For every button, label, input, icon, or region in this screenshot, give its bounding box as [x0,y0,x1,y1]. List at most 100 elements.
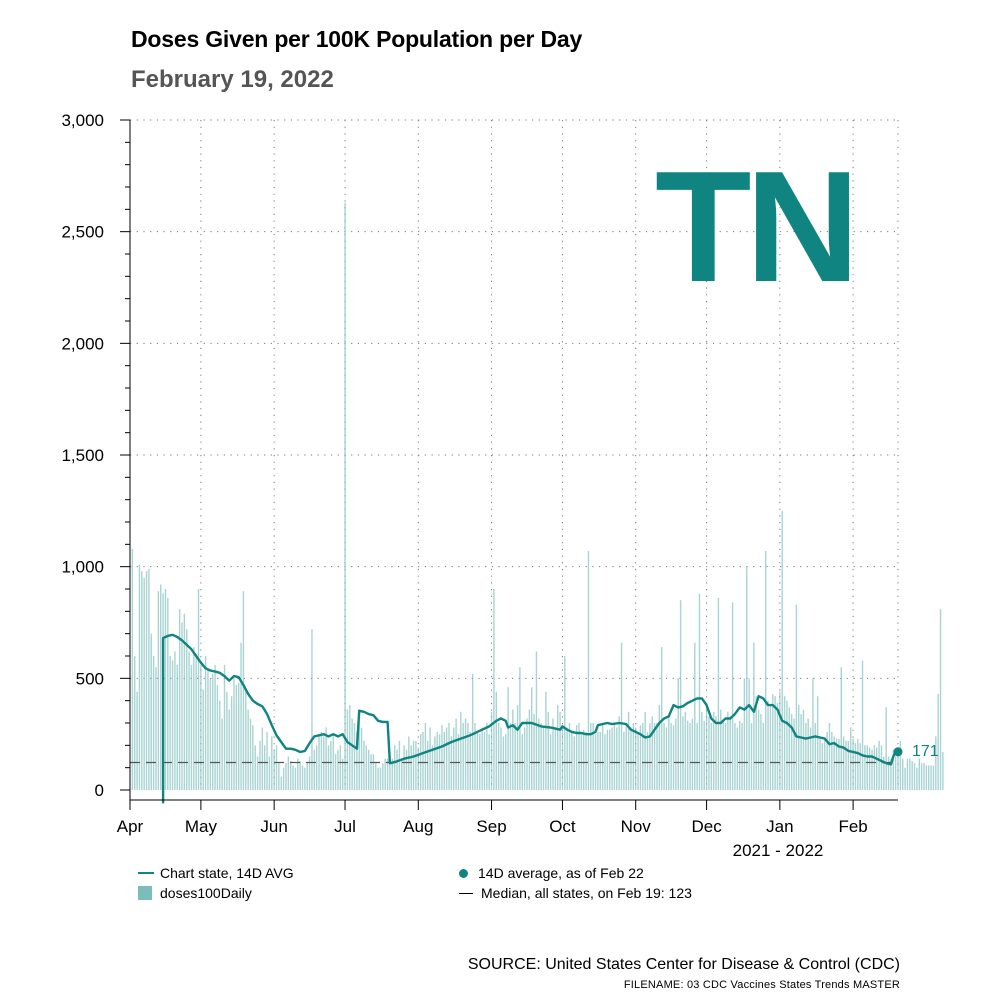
bar [434,736,436,790]
bar [401,758,403,790]
bar [587,551,590,790]
bar [358,718,360,790]
y-tick-label: 3,000 [61,111,104,130]
bar [932,765,935,790]
bar [790,714,793,790]
bar [301,765,304,790]
bar [370,754,372,790]
x-tick-label: Aug [403,817,433,836]
bar [583,729,585,790]
bar [911,760,913,790]
bar [483,731,486,790]
bar [781,510,783,790]
y-tick-label: 1,000 [61,558,104,577]
bar [299,760,301,790]
bar [320,731,323,790]
x-tick-label: Dec [691,817,722,836]
legend-label-bars: doses100Daily [160,885,252,901]
bar [490,711,493,790]
bar [575,725,578,790]
bar [261,727,264,790]
bar [897,754,899,790]
bar [568,723,571,790]
bar [471,673,474,790]
bar [816,696,819,790]
bar [353,723,356,790]
bar [913,763,916,790]
bar [164,589,167,790]
bar [176,664,178,790]
bar [909,758,911,790]
bar [833,736,835,790]
bar [590,723,592,790]
bar [417,747,420,790]
bar [708,716,710,790]
bar [812,678,814,790]
bar [935,736,937,790]
bar [753,642,755,790]
axes: 0 500 1,000 1,500 2,000 2,500 3,000 Apr May Jun Ju… [61,111,898,836]
bar [850,727,852,790]
bar [623,731,625,790]
bar [876,747,878,790]
legend-item-latest: 14D average, as of Feb 22 [459,865,644,881]
bar [311,629,313,790]
bar [533,714,535,790]
bar [786,700,788,790]
bar [630,727,632,790]
bar [722,720,724,790]
bar [847,740,850,790]
bar [523,727,526,790]
bar [453,727,455,790]
bar [651,716,653,790]
bar [202,689,204,790]
bar [474,723,476,790]
bar [131,548,134,790]
bar [942,752,944,790]
bar [240,642,242,790]
bar [809,727,812,790]
bar [448,723,450,790]
bar [148,568,150,790]
avg-line-layer [161,633,903,804]
bar [653,723,656,790]
bar [545,691,547,790]
bar [894,756,897,790]
bar [618,716,620,790]
bar [762,723,765,790]
bar [857,738,859,790]
bar [519,667,521,790]
bar [323,736,325,790]
bar [606,729,609,790]
bar [686,720,689,790]
bar [734,723,736,790]
bar [313,749,316,790]
bar [788,707,791,790]
bar [169,656,171,790]
bar [379,767,382,790]
bar [845,740,847,790]
chart-title: Doses Given per 100K Population per Day [131,26,583,52]
bar [540,723,542,790]
bar [559,711,561,790]
legend-item-avg: Chart state, 14D AVG [138,865,294,881]
bar [174,651,176,790]
bar [710,723,713,790]
bar [514,723,516,790]
legend-box-swatch [138,886,152,900]
bar [663,723,665,790]
bar [854,743,857,790]
filename-note: FILENAME: 03 CDC Vaccines States Trends … [623,979,900,991]
bar [637,731,639,790]
bar [842,736,845,790]
bar [937,693,939,790]
bar [748,678,750,790]
bar [878,740,880,790]
chart-date: February 19, 2022 [131,66,334,93]
bar [802,709,805,790]
bar [495,691,497,790]
legend-label-median: Median, all states, on Feb 19: 123 [481,885,692,901]
bar [646,731,649,790]
bar [141,571,143,790]
bar [890,758,892,790]
